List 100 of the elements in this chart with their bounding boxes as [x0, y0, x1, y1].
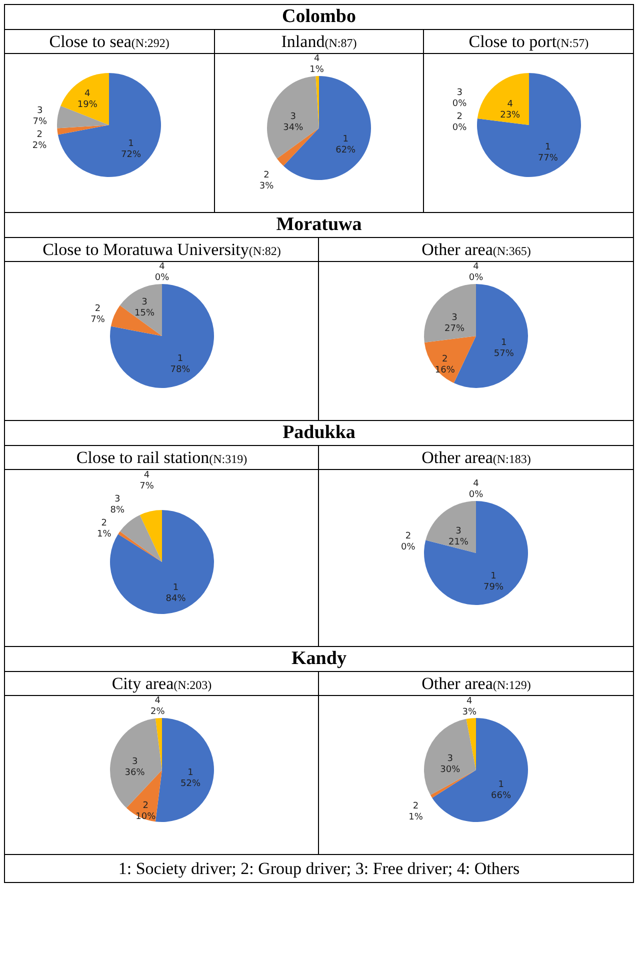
- data-label: 3%: [462, 707, 478, 718]
- text: Moratuwa: [4, 212, 634, 238]
- slice-label: 3: [114, 494, 120, 505]
- data-label: 10%: [135, 812, 156, 822]
- pie-slice: [110, 284, 214, 388]
- text: Colombo: [4, 4, 634, 30]
- pie-slice: [466, 718, 476, 770]
- data-label: 19%: [78, 100, 98, 110]
- data-label: 57%: [494, 349, 515, 360]
- pie-slice: [424, 336, 476, 384]
- pie-slice: [432, 718, 528, 822]
- chart-title: City area(N:203): [112, 674, 212, 692]
- chart-title: Close to sea(N:292): [49, 32, 170, 50]
- slice-label: 4: [506, 100, 513, 110]
- text: 0%: [452, 123, 466, 134]
- pie-slice: [118, 531, 162, 562]
- slice-label: 3: [37, 106, 44, 116]
- data-label: 2%: [32, 140, 48, 151]
- pie-slice: [426, 501, 476, 553]
- pie-slice: [476, 73, 581, 177]
- pie-slice: [424, 718, 476, 796]
- pie-slice: [60, 73, 110, 125]
- slice-label: 3: [141, 298, 148, 308]
- pie-slice: [283, 76, 371, 180]
- pie-slice: [120, 514, 162, 562]
- data-label: 1%: [310, 65, 324, 76]
- data-label: 16%: [435, 366, 456, 376]
- slice-label: 2: [413, 802, 419, 812]
- slice-label: 3: [447, 754, 454, 764]
- slice-label: 2: [94, 304, 100, 314]
- slice-label: 1: [342, 134, 348, 145]
- category-label: 4: [473, 479, 480, 489]
- data-label: 77%: [538, 153, 558, 164]
- slice-label: 1: [177, 354, 183, 364]
- chart-title: Other area(N:183): [422, 448, 531, 466]
- slice-label: 4: [144, 470, 150, 481]
- pie-slice: [477, 73, 529, 125]
- slice-label: 1: [187, 768, 194, 778]
- text: 0%: [469, 273, 484, 283]
- pie-slice: [110, 305, 162, 336]
- data-label: 84%: [166, 594, 186, 604]
- pie-slice: [424, 501, 528, 605]
- data-label: 36%: [124, 768, 145, 778]
- slice-label: 3: [290, 112, 296, 122]
- data-label: 3%: [259, 181, 274, 192]
- slice-label: 1: [498, 780, 504, 790]
- chart-title: Close to Moratuwa University(N:82): [42, 240, 281, 258]
- slice-label: 1: [128, 139, 134, 150]
- slice-label: 2: [442, 354, 448, 365]
- data-label: 15%: [134, 308, 155, 319]
- data-label: 72%: [121, 150, 142, 160]
- text: 0%: [469, 490, 484, 500]
- text: 0%: [452, 99, 466, 110]
- slice-label: 4: [314, 54, 320, 64]
- data-label: 66%: [491, 790, 512, 801]
- category-label: 4: [158, 262, 165, 272]
- chart-title: Other area(N:365): [422, 240, 531, 258]
- category-label: 3: [456, 88, 462, 98]
- category-label: 4: [473, 262, 480, 272]
- data-label: 7%: [33, 116, 48, 127]
- data-label: 2%: [150, 707, 165, 718]
- data-label: 7%: [90, 315, 106, 326]
- pie-slice: [58, 73, 162, 177]
- chart-title: Other area(N:129): [422, 674, 531, 692]
- slice-label: 3: [452, 313, 458, 324]
- pie-slice: [140, 510, 162, 562]
- pie-slice: [57, 106, 110, 128]
- pie-slice: [155, 718, 214, 822]
- slice-label: 4: [84, 89, 91, 100]
- slice-label: 3: [132, 757, 138, 768]
- pie-slice: [57, 125, 110, 135]
- data-label: 79%: [484, 582, 504, 593]
- text: Padukka: [4, 420, 634, 446]
- chart-title: Close to rail station(N:319): [76, 448, 248, 466]
- data-label: 7%: [139, 482, 154, 492]
- slice-label: 1: [544, 142, 550, 152]
- data-label: 21%: [448, 537, 470, 548]
- slice-label: 2: [37, 130, 43, 140]
- slice-label: 1: [172, 583, 178, 594]
- data-label: 62%: [336, 146, 356, 156]
- slice-label: 1: [490, 572, 497, 582]
- slice-label: 3: [456, 526, 462, 536]
- data-label: 23%: [500, 110, 520, 121]
- chart-title: Close to port(N:57): [468, 32, 589, 50]
- slice-label: 2: [100, 518, 107, 529]
- chart-title: Inland(N:87): [281, 32, 357, 50]
- slice-label: 4: [154, 696, 160, 706]
- data-label: 1%: [96, 530, 112, 540]
- text: Kandy: [4, 646, 634, 672]
- data-label: 78%: [170, 365, 190, 376]
- pie-slice: [155, 718, 162, 770]
- pie-slice: [110, 718, 162, 808]
- text: 0%: [401, 542, 416, 553]
- pie-slice: [266, 76, 319, 159]
- data-label: 30%: [440, 764, 461, 775]
- data-label: 1%: [408, 812, 424, 823]
- category-label: 2: [406, 532, 412, 542]
- pie-slice: [120, 284, 162, 336]
- data-label: 34%: [283, 122, 304, 133]
- data-label: 8%: [110, 506, 125, 516]
